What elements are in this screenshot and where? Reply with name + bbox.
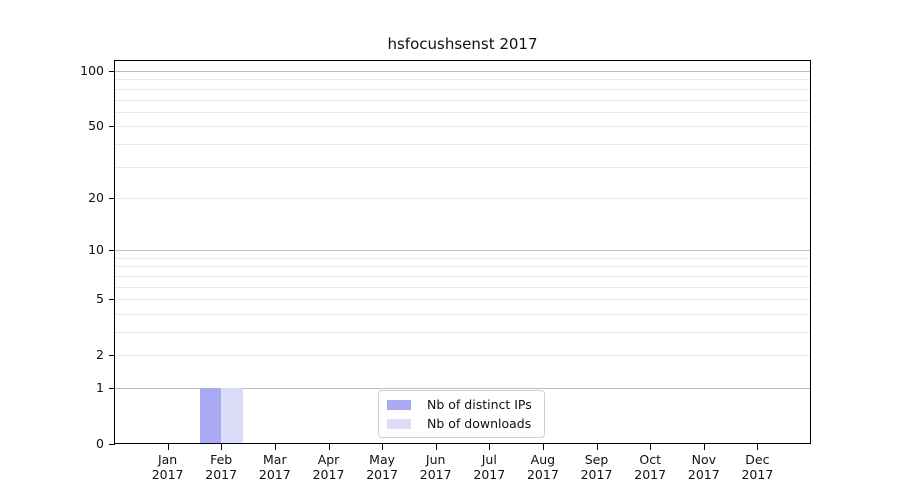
- legend-item-distinct-ips: Nb of distinct IPs: [385, 395, 538, 414]
- bar-nb-of-downloads-feb: [221, 388, 243, 444]
- x-tick: [757, 444, 759, 450]
- y-tick-label: 0: [96, 436, 104, 451]
- x-tick-label: Aug 2017: [511, 452, 575, 482]
- gridline-minor: [114, 88, 811, 90]
- gridline-minor: [114, 143, 811, 145]
- x-tick-month: Aug: [530, 452, 556, 467]
- x-tick: [221, 444, 223, 450]
- x-tick-label: Jul 2017: [457, 452, 521, 482]
- x-tick-month: Jul: [481, 452, 497, 467]
- y-tick: [109, 250, 115, 252]
- x-tick-month: Jun: [425, 452, 446, 467]
- y-tick-label: 100: [80, 63, 104, 78]
- bar-nb-of-distinct-ips-feb: [199, 388, 222, 444]
- y-tick-label: 1: [96, 380, 104, 395]
- y-tick: [109, 388, 115, 389]
- x-tick-label: Apr 2017: [297, 452, 361, 482]
- legend-swatch-distinct-ips: [387, 399, 411, 410]
- y-tick: [109, 126, 115, 128]
- x-tick: [489, 444, 491, 450]
- chart-title: hsfocushsenst 2017: [387, 35, 538, 53]
- legend: Nb of distinct IPs Nb of downloads: [378, 390, 545, 438]
- x-tick: [274, 444, 276, 450]
- x-tick-year: 2017: [634, 467, 667, 482]
- y-tick: [109, 299, 115, 301]
- x-tick-month: Dec: [745, 452, 770, 467]
- x-tick-label: Oct 2017: [618, 452, 682, 482]
- x-tick-year: 2017: [151, 467, 184, 482]
- gridline-major: [114, 250, 811, 252]
- gridline-minor: [114, 197, 811, 199]
- gridline-minor: [114, 111, 811, 113]
- x-tick-month: Feb: [210, 452, 233, 467]
- gridline-major: [114, 71, 811, 72]
- y-tick: [109, 355, 115, 357]
- x-tick-month: Apr: [317, 452, 340, 467]
- legend-swatch-downloads: [387, 418, 411, 429]
- gridline-minor: [114, 332, 811, 333]
- x-tick-year: 2017: [419, 467, 452, 482]
- gridline-minor: [114, 286, 811, 288]
- y-tick-label: 2: [96, 347, 104, 363]
- gridline-major: [114, 388, 811, 389]
- legend-label-downloads: Nb of downloads: [427, 416, 532, 431]
- x-tick: [542, 444, 544, 450]
- x-tick-year: 2017: [473, 467, 506, 482]
- gridline-minor: [114, 126, 811, 128]
- plot-area: [114, 60, 811, 444]
- x-tick: [650, 444, 652, 450]
- x-tick-label: Feb 2017: [189, 452, 253, 482]
- x-tick-month: Nov: [691, 452, 716, 467]
- gridline-minor: [114, 99, 811, 101]
- x-tick-label: Jan 2017: [136, 452, 200, 482]
- gridline-minor: [114, 79, 811, 81]
- legend-label-distinct-ips: Nb of distinct IPs: [427, 397, 532, 412]
- x-tick-year: 2017: [258, 467, 291, 482]
- gridline-minor: [114, 313, 811, 315]
- y-tick: [109, 197, 115, 199]
- x-tick: [435, 444, 437, 450]
- x-tick-month: Jan: [157, 452, 178, 467]
- x-tick: [703, 444, 705, 450]
- x-tick: [596, 444, 598, 450]
- y-tick-label: 10: [88, 242, 104, 258]
- x-tick-year: 2017: [312, 467, 345, 482]
- x-tick-month: Mar: [263, 452, 287, 467]
- gridline-minor: [114, 275, 811, 277]
- gridline-minor: [114, 166, 811, 168]
- gridline-minor: [114, 299, 811, 301]
- x-tick-label: Nov 2017: [672, 452, 736, 482]
- x-tick-label: May 2017: [350, 452, 414, 482]
- x-tick-month: Sep: [584, 452, 609, 467]
- x-tick-label: Sep 2017: [565, 452, 629, 482]
- x-tick-label: Mar 2017: [243, 452, 307, 482]
- x-tick-year: 2017: [687, 467, 720, 482]
- x-tick-year: 2017: [580, 467, 613, 482]
- x-tick-label: Dec 2017: [725, 452, 789, 482]
- y-tick-label: 50: [88, 118, 104, 134]
- x-tick-year: 2017: [366, 467, 398, 482]
- x-tick-year: 2017: [526, 467, 559, 482]
- x-tick-month: Oct: [639, 452, 661, 467]
- x-tick-year: 2017: [741, 467, 774, 482]
- y-tick-label: 20: [88, 189, 104, 205]
- gridline-minor: [114, 257, 811, 259]
- x-tick: [167, 444, 169, 450]
- gridline-minor: [114, 355, 811, 357]
- y-tick: [109, 71, 115, 72]
- y-tick: [109, 444, 115, 445]
- x-tick: [328, 444, 330, 450]
- x-tick: [382, 444, 384, 450]
- x-tick-month: May: [369, 452, 396, 467]
- gridline-minor: [114, 266, 811, 268]
- y-tick-label: 5: [96, 291, 104, 307]
- legend-item-downloads: Nb of downloads: [385, 414, 538, 433]
- x-tick-label: Jun 2017: [404, 452, 468, 482]
- x-tick-year: 2017: [205, 467, 238, 482]
